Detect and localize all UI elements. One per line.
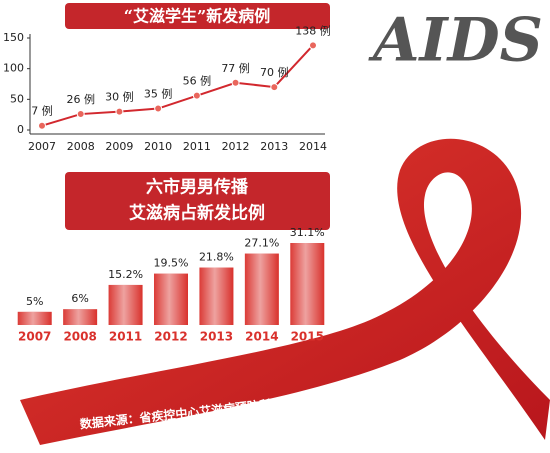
bar-shine [17, 311, 52, 325]
logo: AIDS [368, 6, 543, 76]
value-label: 27.1% [244, 237, 279, 250]
x-tick-label: 2009 [105, 140, 133, 153]
x-tick-label: 2015 [291, 330, 324, 344]
x-tick-label: 2014 [245, 330, 278, 344]
chart-title: 六市男男传播 [146, 177, 249, 198]
value-label: 26 例 [66, 92, 95, 106]
banner [65, 3, 330, 29]
bar-shine [290, 243, 325, 325]
value-label: 6% [71, 292, 88, 305]
x-tick-label: 2014 [299, 140, 327, 153]
value-label: 35 例 [144, 87, 173, 101]
x-tick-label: 2010 [144, 140, 172, 153]
value-label: 70 例 [260, 65, 289, 79]
x-tick-label: 2007 [28, 140, 56, 153]
bar-shine [108, 284, 143, 325]
x-tick-label: 2007 [18, 330, 51, 344]
bar-shine [199, 267, 234, 325]
value-label: 30 例 [105, 90, 134, 104]
point [115, 107, 124, 116]
y-tick-label: 0 [17, 123, 24, 136]
point [76, 110, 85, 119]
bar-shine [154, 273, 188, 325]
credit: 邹宇峰制图 [420, 430, 475, 443]
bar-shine [63, 309, 98, 325]
point [309, 41, 317, 50]
x-tick-label: 2013 [200, 330, 233, 344]
point [192, 91, 201, 100]
x-tick-label: 2013 [260, 140, 288, 153]
chart-title: 艾滋病占新发比例 [129, 203, 265, 224]
value-label: 19.5% [154, 257, 189, 270]
x-tick-label: 2011 [109, 330, 142, 344]
bar-shine [244, 253, 279, 325]
y-tick-label: 100 [3, 62, 24, 75]
value-label: 5% [26, 295, 43, 308]
line [41, 44, 314, 127]
point [38, 121, 46, 130]
value-label: 7 例 [31, 104, 53, 118]
chart-title: “艾滋学生”新发病例 [124, 7, 270, 26]
x-tick-label: 2012 [222, 140, 250, 153]
value-label: 21.8% [199, 251, 234, 264]
ribbon [20, 138, 550, 445]
value-label: 56 例 [183, 74, 212, 88]
x-tick-label: 2011 [183, 140, 211, 153]
point [154, 104, 163, 113]
y-tick-label: 50 [10, 92, 24, 105]
point [270, 83, 279, 92]
value-label: 77 例 [221, 61, 250, 75]
point [231, 78, 240, 87]
y-tick-label: 150 [3, 31, 24, 44]
x-tick-label: 2012 [154, 330, 187, 344]
value-label: 138 例 [295, 23, 331, 37]
value-label: 31.1% [290, 226, 325, 239]
x-tick-label: 2008 [67, 140, 95, 153]
x-tick-label: 2008 [63, 330, 96, 344]
value-label: 15.2% [108, 268, 143, 281]
ribbon-shape [20, 138, 550, 445]
banner [65, 172, 330, 230]
